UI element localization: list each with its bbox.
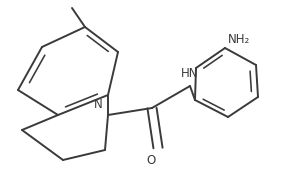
Text: O: O: [146, 154, 155, 166]
Text: N: N: [94, 98, 102, 111]
Text: HN: HN: [181, 68, 199, 80]
Text: NH₂: NH₂: [228, 33, 250, 46]
